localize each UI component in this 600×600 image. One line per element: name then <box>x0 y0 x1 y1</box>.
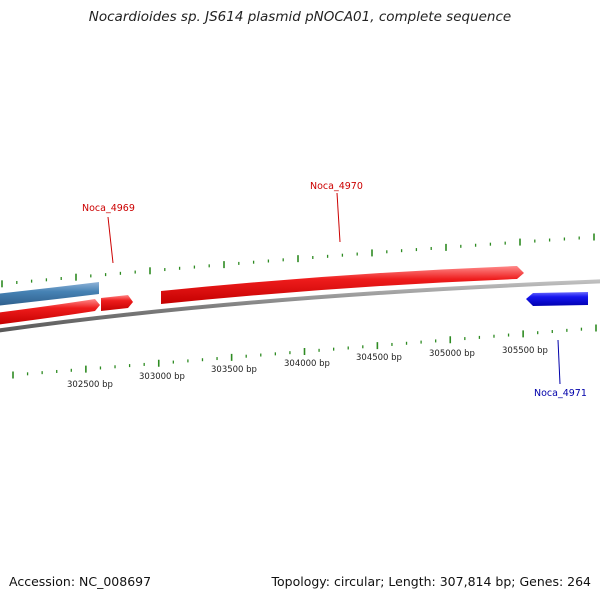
gene-label-noca4971[interactable]: Noca_4971 <box>534 388 587 399</box>
gene-noca4970-feature[interactable] <box>161 266 524 304</box>
leader-line-noca4971 <box>557 339 561 385</box>
gene-track <box>0 266 588 325</box>
scale-label: 303500 bp <box>211 365 257 375</box>
accession-text: Accession: NC_008697 <box>9 574 152 589</box>
scale-label: 305500 bp <box>502 346 548 356</box>
map-title: Nocardioides sp. JS614 plasmid pNOCA01, … <box>88 9 512 25</box>
outer-tick-ring <box>1 233 595 288</box>
gene-noca4971-feature[interactable] <box>526 292 588 306</box>
gene-labels: Noca_4969 Noca_4970 Noca_4971 <box>82 181 587 399</box>
scale-labels: 302500 bp 303000 bp 303500 bp 304000 bp … <box>67 346 548 390</box>
scale-label: 304500 bp <box>356 353 402 363</box>
inner-tick-ring <box>12 324 597 379</box>
summary-text: Topology: circular; Length: 307,814 bp; … <box>271 574 592 589</box>
gene-steelblue-feature[interactable] <box>0 282 99 306</box>
gene-label-noca4970[interactable]: Noca_4970 <box>310 181 363 192</box>
plasmid-backbone <box>0 279 600 333</box>
leader-line-noca4970 <box>336 192 341 243</box>
scale-label: 302500 bp <box>67 380 113 390</box>
gene-label-noca4969[interactable]: Noca_4969 <box>82 203 135 214</box>
scale-label: 304000 bp <box>284 359 330 369</box>
scale-label: 305000 bp <box>429 349 475 359</box>
gene-red-left-feature[interactable] <box>0 299 100 325</box>
scale-label: 303000 bp <box>139 372 185 382</box>
leader-line-noca4969 <box>107 216 114 264</box>
gene-noca4969-feature[interactable] <box>101 295 133 311</box>
